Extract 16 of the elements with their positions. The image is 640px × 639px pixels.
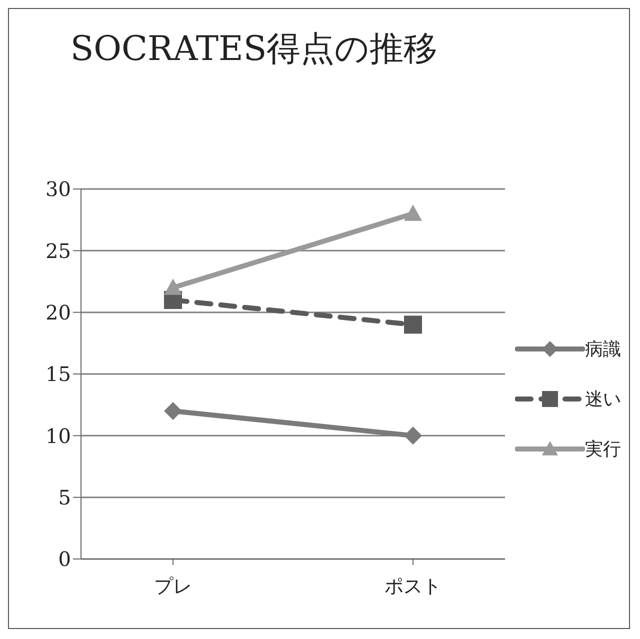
point bbox=[404, 316, 422, 334]
y-tick-label: 5 bbox=[58, 485, 71, 510]
y-tick-label: 15 bbox=[46, 362, 71, 386]
legend-label: 実行 bbox=[585, 438, 621, 461]
y-tick-label: 25 bbox=[46, 238, 71, 263]
x-tick-label: ポスト bbox=[384, 575, 442, 598]
point bbox=[404, 426, 422, 445]
y-tick-label: 20 bbox=[46, 300, 71, 324]
legend-label: 病識 bbox=[585, 338, 621, 361]
y-tick-label: 10 bbox=[46, 424, 71, 448]
y-tick-label: 0 bbox=[58, 547, 71, 572]
chart-title: SOCRATES得点の推移 bbox=[69, 28, 439, 71]
x-tick-label: プレ bbox=[154, 575, 192, 598]
point bbox=[164, 402, 182, 420]
y-tick-label: 30 bbox=[46, 177, 71, 202]
legend-label: 迷い bbox=[585, 388, 621, 411]
